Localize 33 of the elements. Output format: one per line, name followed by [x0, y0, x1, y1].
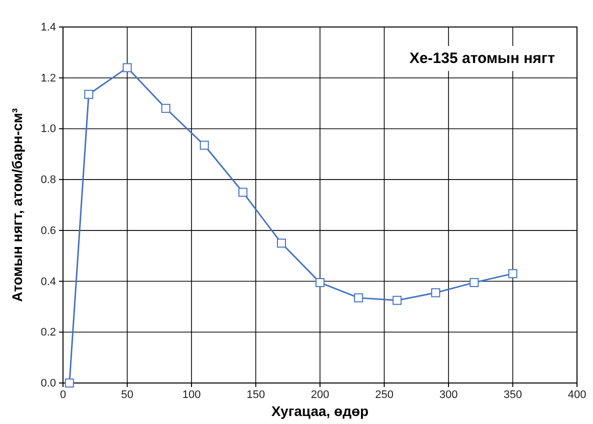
x-tick-label: 250 [375, 388, 394, 401]
x-tick-label: 400 [568, 388, 586, 401]
point [431, 288, 440, 298]
y-axis-title: Атомын нягт, атом/барн-см³ [9, 108, 25, 302]
point [238, 188, 248, 197]
x-tick-label: 350 [504, 388, 522, 401]
y-tick-label: 1.4 [40, 22, 56, 34]
x-tick-label: 300 [439, 388, 458, 401]
point [161, 104, 170, 113]
x-axis-title: Хугацаа, өдөр [271, 403, 369, 419]
point [354, 293, 364, 302]
point [508, 269, 518, 278]
point [122, 63, 132, 72]
point [200, 140, 209, 150]
point [392, 296, 402, 305]
y-tick-label: 0.6 [40, 224, 56, 237]
x-tick-label: 150 [246, 388, 265, 401]
y-tick-label: 0.8 [40, 174, 56, 186]
y-tick-label: 0.0 [40, 378, 56, 390]
y-tick-label: 1.0 [40, 123, 56, 136]
point [470, 278, 479, 288]
x-tick-label: 0 [60, 388, 66, 401]
point [64, 378, 74, 388]
x-tick-label: 100 [182, 388, 201, 401]
y-tick-label: 0.2 [40, 326, 56, 339]
x-tick-label: 200 [310, 388, 330, 401]
point [316, 278, 324, 288]
x-tick-label: 50 [121, 388, 134, 401]
y-tick-label: 0.4 [40, 276, 56, 288]
text: Xe-135 атомын нягт [409, 50, 555, 67]
point [276, 238, 286, 248]
y-tick-label: 1.2 [40, 72, 56, 84]
point [84, 90, 94, 99]
